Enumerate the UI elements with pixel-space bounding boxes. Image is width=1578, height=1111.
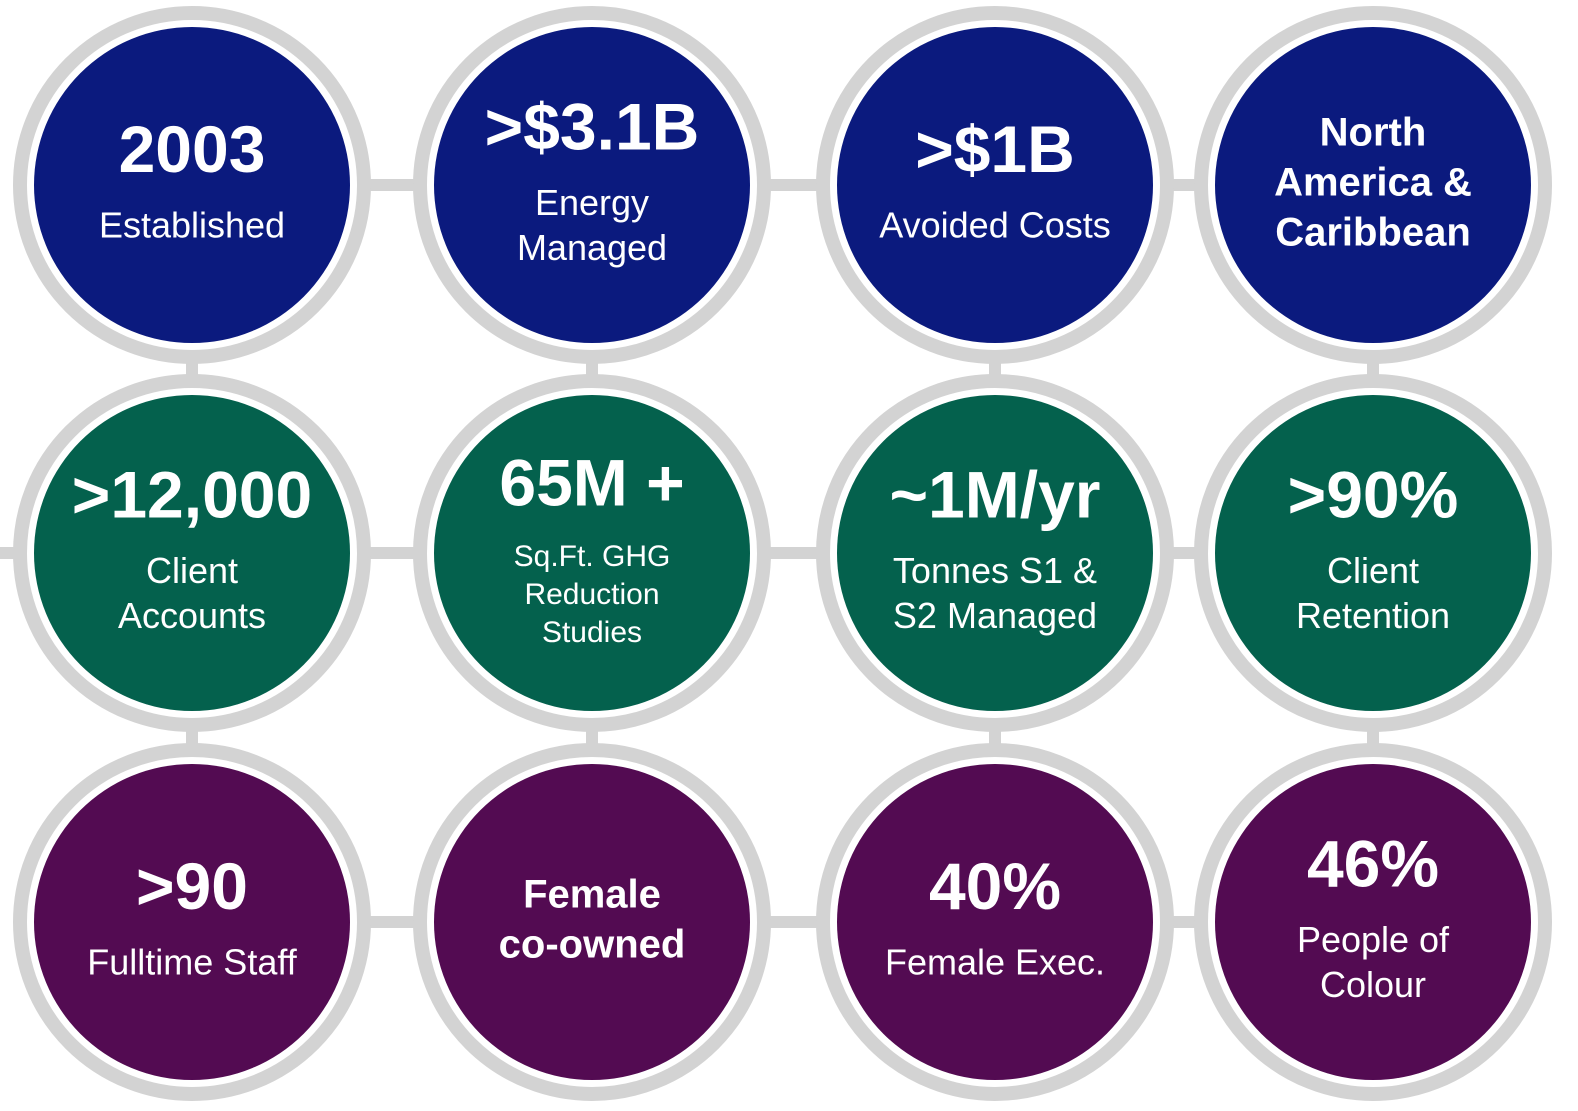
stat-caption: Colour <box>1320 964 1426 1005</box>
stat-caption: Client <box>146 550 238 591</box>
stat-caption: Client <box>1327 550 1419 591</box>
circle-fill <box>34 27 350 343</box>
stat-caption: Reduction <box>524 578 659 611</box>
stat-headline: Caribbean <box>1275 211 1471 255</box>
stat-circle: >$1B Avoided Costs <box>816 6 1174 364</box>
stat-caption: Established <box>99 205 285 246</box>
stat-circle: 40% Female Exec. <box>816 743 1174 1101</box>
stat-circle: 65M + Sq.Ft. GHG Reduction Studies <box>413 374 771 732</box>
stat-caption: Fulltime Staff <box>87 942 297 983</box>
stat-caption: People of <box>1297 919 1450 960</box>
circle-fill <box>837 27 1153 343</box>
circle-fill <box>434 395 750 711</box>
stat-headline: America & <box>1274 161 1472 205</box>
stat-headline: >90% <box>1288 457 1459 531</box>
stat-circle: 2003 Established <box>13 6 371 364</box>
circle-fill <box>34 395 350 711</box>
stat-headline: >90 <box>136 849 248 923</box>
stat-headline: 40% <box>929 849 1061 923</box>
stat-headline: 65M + <box>499 445 684 519</box>
stat-caption: Studies <box>542 616 642 649</box>
stat-caption: Avoided Costs <box>879 205 1110 246</box>
stat-headline: Female <box>523 873 661 917</box>
stat-circle: North America & Caribbean <box>1194 6 1552 364</box>
circle-fill <box>34 764 350 1080</box>
stat-headline: >12,000 <box>72 457 312 531</box>
stat-circle: Female co-owned <box>413 743 771 1101</box>
circle-fill <box>434 27 750 343</box>
stat-headline: 2003 <box>119 112 266 186</box>
stat-headline: >$3.1B <box>485 89 700 163</box>
stat-headline: >$1B <box>915 112 1075 186</box>
stat-caption: Managed <box>517 227 667 268</box>
circle-fill <box>837 395 1153 711</box>
circle-fill <box>837 764 1153 1080</box>
stat-headline: North <box>1320 111 1427 155</box>
stat-headline: 46% <box>1307 826 1439 900</box>
stat-headline: co-owned <box>499 923 686 967</box>
stat-headline: ~1M/yr <box>890 457 1101 531</box>
stat-caption: S2 Managed <box>893 595 1097 636</box>
circle-fill <box>1215 395 1531 711</box>
stat-caption: Energy <box>535 182 649 223</box>
stat-circle: ~1M/yr Tonnes S1 &S2 Managed <box>816 374 1174 732</box>
circle-fill <box>1215 27 1531 343</box>
stat-circle: >90 Fulltime Staff <box>13 743 371 1101</box>
circle-fill <box>1215 764 1531 1080</box>
stat-caption: Retention <box>1296 595 1450 636</box>
stat-caption: Female Exec. <box>885 942 1105 983</box>
stat-caption: Sq.Ft. GHG <box>514 540 671 573</box>
circle-fill <box>434 764 750 1080</box>
stat-caption: Tonnes S1 & <box>893 550 1097 591</box>
stat-caption: Accounts <box>118 595 266 636</box>
